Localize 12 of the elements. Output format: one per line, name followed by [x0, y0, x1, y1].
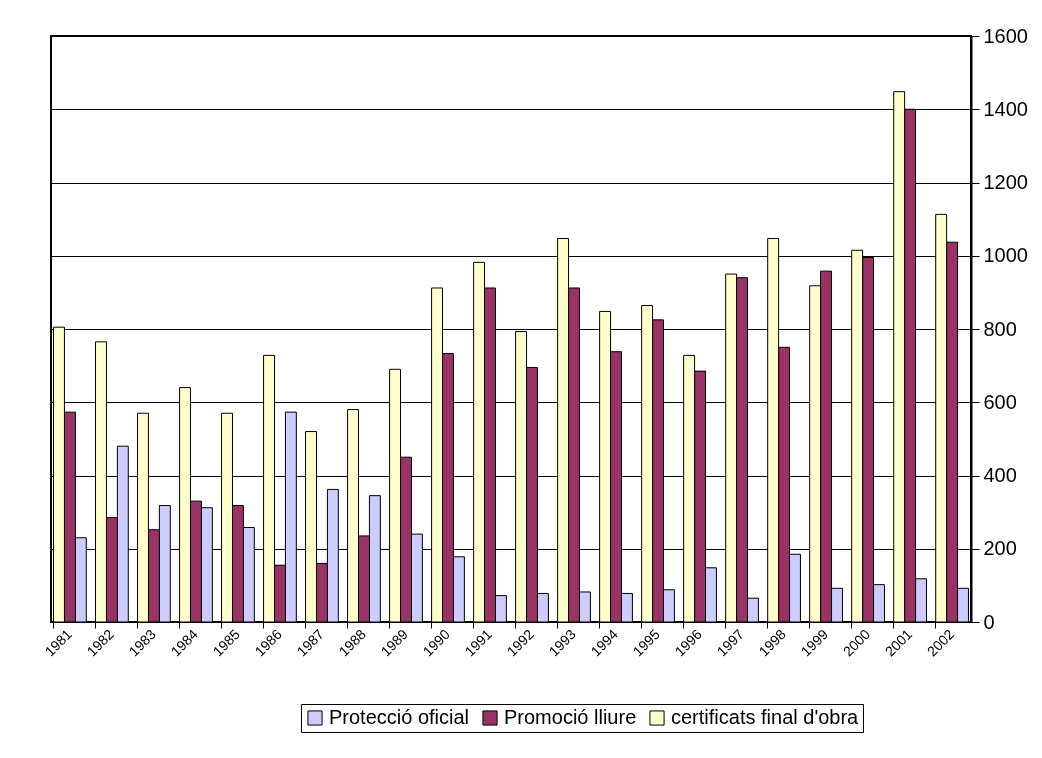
y-tick-label: 600 — [983, 390, 1017, 413]
legend-label: Promoció lliure — [504, 706, 637, 728]
legend-label: certificats final d'obra — [671, 706, 860, 728]
y-tick-label: 400 — [983, 464, 1017, 486]
y-tick-label: 1400 — [983, 97, 1028, 120]
y-tick-label: 0 — [983, 610, 995, 633]
y-tick-label: 1200 — [983, 171, 1028, 193]
y-tick-label: 1000 — [983, 244, 1028, 267]
y-tick-label: 1600 — [983, 24, 1028, 47]
legend-label: Protecció oficial — [329, 706, 470, 728]
y-tick-label: 200 — [983, 537, 1017, 560]
y-tick-label: 800 — [983, 317, 1017, 340]
